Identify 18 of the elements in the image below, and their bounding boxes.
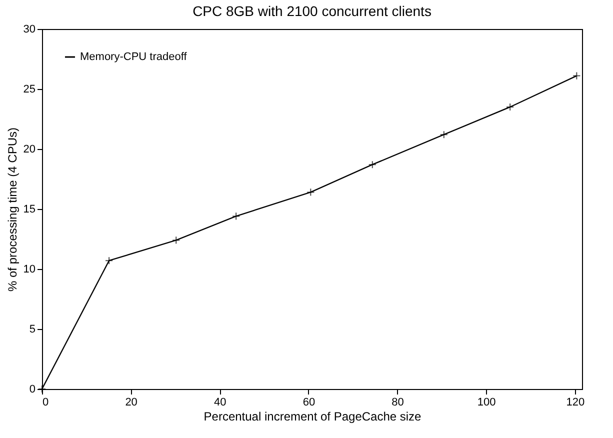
- x-tick-label: 80: [392, 396, 404, 408]
- y-tick-label: 15: [23, 204, 36, 216]
- x-tick-label: 0: [42, 396, 49, 408]
- x-tick-label: 40: [214, 396, 226, 408]
- y-tick-label: 0: [29, 384, 36, 396]
- x-tick-label: 20: [125, 396, 138, 408]
- y-tick-label: 5: [29, 324, 36, 336]
- y-tick-label: 20: [23, 144, 36, 156]
- x-axis-title: Percentual increment of PageCache size: [204, 410, 422, 424]
- x-tick-label: 60: [302, 396, 316, 408]
- x-tick-label: 120: [566, 396, 585, 408]
- y-tick-label: 30: [23, 24, 36, 36]
- chart-title: CPC 8GB with 2100 concurrent clients: [192, 3, 432, 19]
- x-tick-label: 100: [477, 396, 496, 408]
- y-tick-label: 25: [23, 84, 36, 96]
- y-tick-label: 10: [23, 264, 36, 276]
- y-axis-title: % of processing time (4 CPUs): [5, 127, 20, 292]
- legend-label: Memory-CPU tradeoff: [80, 51, 188, 63]
